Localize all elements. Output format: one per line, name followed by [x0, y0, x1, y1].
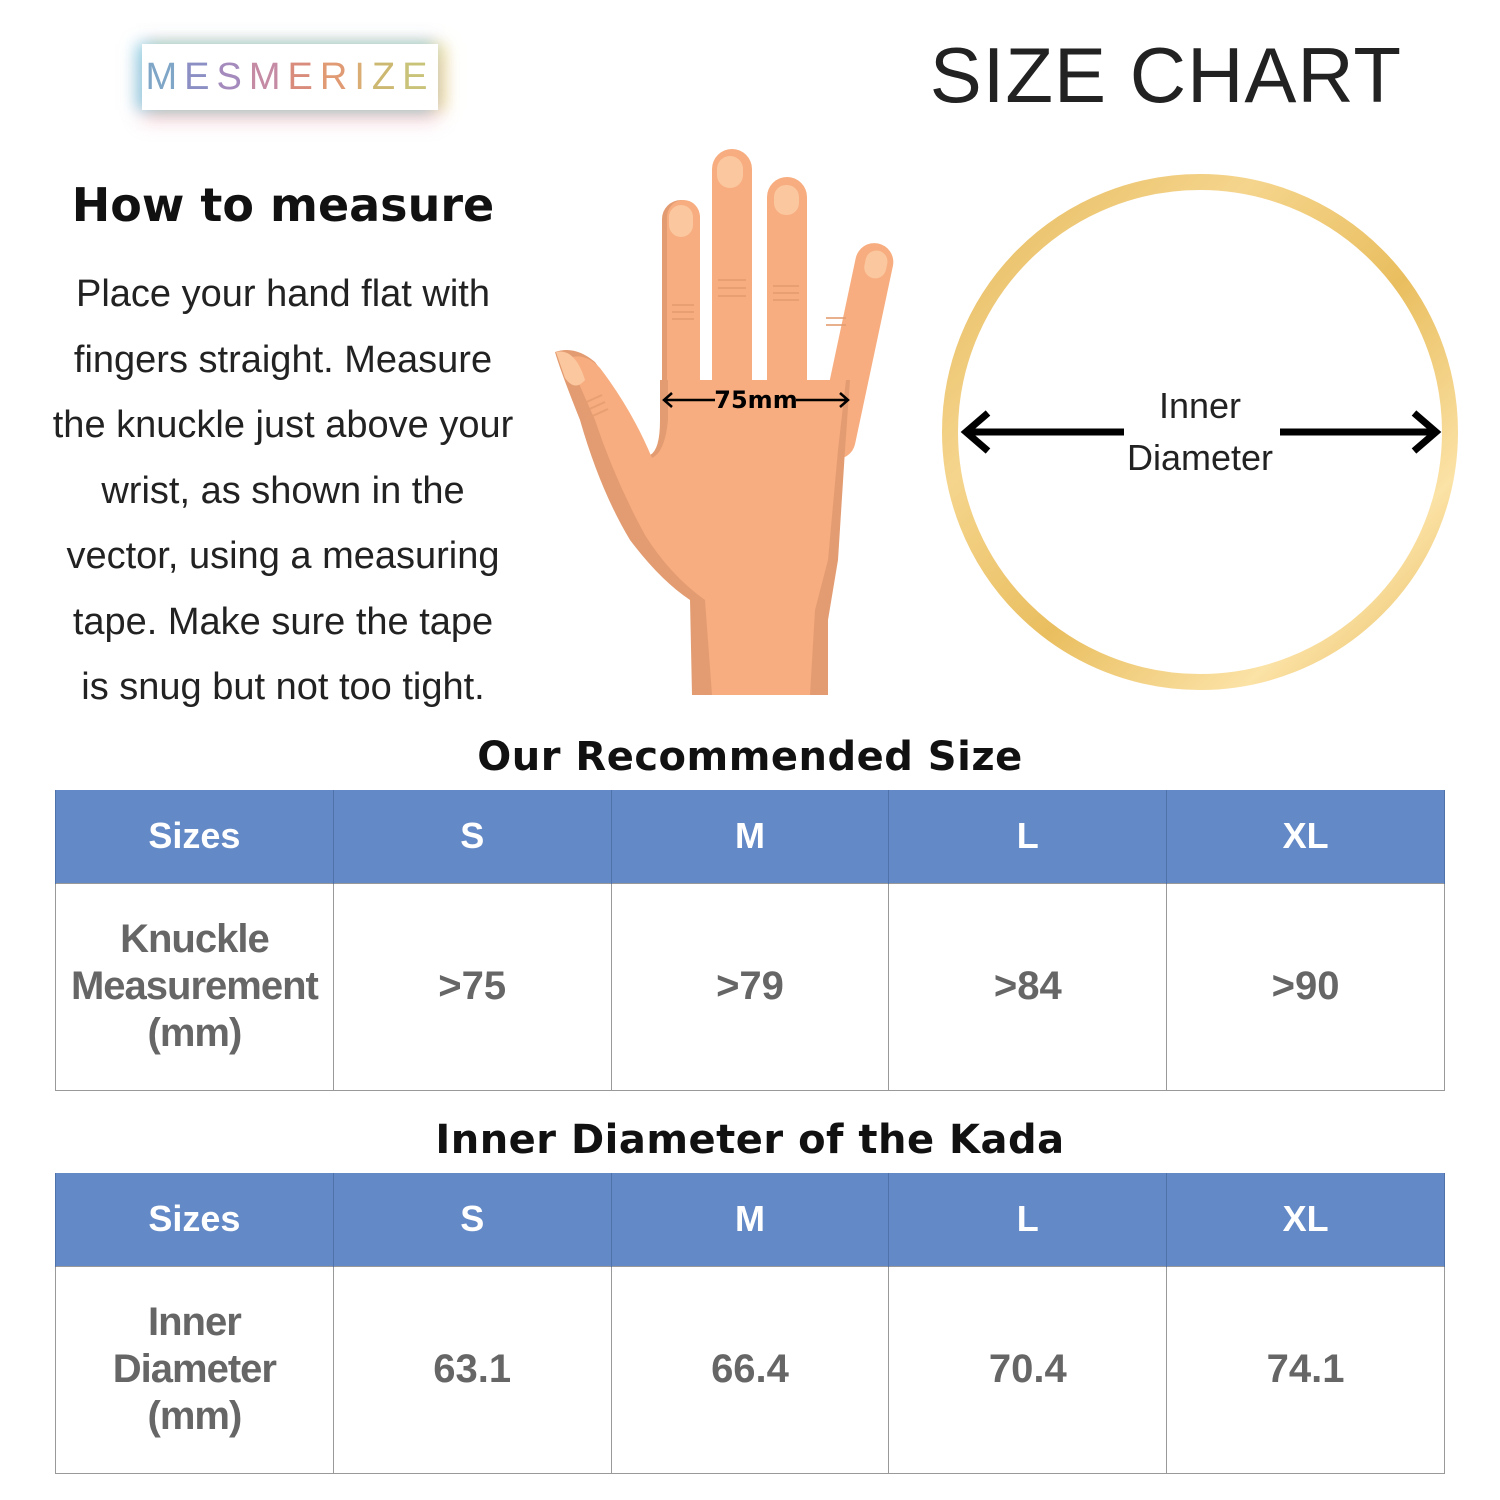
- row-label-line: (mm): [147, 1394, 243, 1438]
- logo-letter: E: [184, 55, 217, 98]
- instructions-heading: How to measure: [71, 178, 495, 232]
- table-row: Knuckle Measurement (mm) >75 >79 >84 >90: [55, 882, 1445, 1091]
- ring-label-line1: Inner: [1159, 385, 1241, 426]
- logo-letter: R: [319, 55, 355, 98]
- logo-letter: Z: [371, 55, 403, 98]
- table-header-row: Sizes S M L XL: [55, 1173, 1445, 1266]
- row-label: Knuckle Measurement (mm): [55, 882, 334, 1091]
- instructions-line: is snug but not too tight.: [81, 666, 485, 708]
- instructions-line: the knuckle just above your: [52, 404, 514, 446]
- value-cell: >75: [332, 882, 612, 1091]
- value-cell: >90: [1166, 882, 1445, 1091]
- diameter-table-title: Inner Diameter of the Kada: [435, 1117, 1065, 1163]
- header-cell: XL: [1166, 1173, 1445, 1266]
- page-title: SIZE CHART: [929, 31, 1402, 119]
- diameter-size-table: Sizes S M L XL Inner Diameter (mm) 63.1 …: [55, 1173, 1445, 1474]
- illustrations: 75mm Inner Diameter: [555, 149, 1458, 695]
- knuckle-table-title: Our Recommended Size: [477, 734, 1023, 780]
- hand-measurement-label: 75mm: [714, 386, 797, 414]
- row-label-line: Diameter: [112, 1347, 277, 1391]
- value-cell: 63.1: [332, 1265, 612, 1474]
- value-cell: 74.1: [1166, 1265, 1445, 1474]
- header-cell: Sizes: [55, 1173, 334, 1266]
- row-label-line: Inner: [148, 1300, 242, 1344]
- logo-letter: M: [248, 55, 288, 98]
- row-label-line: Knuckle: [120, 917, 270, 961]
- instructions-line: Place your hand flat with: [75, 273, 490, 315]
- row-label-line: Measurement: [70, 964, 319, 1008]
- instructions-text: Place your hand flat with fingers straig…: [45, 262, 521, 721]
- row-label: Inner Diameter (mm): [55, 1265, 334, 1474]
- header-cell: S: [332, 790, 612, 883]
- header-cell: S: [332, 1173, 612, 1266]
- value-cell: 70.4: [888, 1265, 1168, 1474]
- ring-label-line2: Diameter: [1127, 437, 1273, 478]
- value-cell: >84: [888, 882, 1168, 1091]
- value-cell: >79: [610, 882, 890, 1091]
- table-header-row: Sizes S M L XL: [55, 790, 1445, 883]
- logo-letter: E: [287, 55, 320, 98]
- logo-letter: I: [354, 55, 372, 98]
- logo-letter: S: [216, 55, 249, 98]
- header-cell: L: [888, 790, 1168, 883]
- instructions-line: vector, using a measuring: [66, 535, 500, 577]
- row-label-line: (mm): [147, 1011, 243, 1055]
- header-cell: Sizes: [55, 790, 334, 883]
- logo-letter: M: [145, 55, 185, 98]
- header-cell: XL: [1166, 790, 1445, 883]
- instructions-line: tape. Make sure the tape: [72, 600, 494, 643]
- knuckle-size-table: Sizes S M L XL Knuckle Measurement (mm) …: [55, 790, 1445, 1091]
- header-cell: L: [888, 1173, 1168, 1266]
- instructions-line: wrist, as shown in the: [101, 469, 465, 512]
- instructions-line: fingers straight. Measure: [73, 338, 493, 381]
- logo-letter: E: [402, 55, 435, 98]
- ring-illustration: Inner Diameter: [942, 174, 1458, 690]
- header-cell: M: [610, 790, 890, 883]
- hand-illustration: 75mm: [555, 149, 894, 695]
- value-cell: 66.4: [610, 1265, 890, 1474]
- header-cell: M: [610, 1173, 890, 1266]
- table-row: Inner Diameter (mm) 63.1 66.4 70.4 74.1: [55, 1265, 1445, 1474]
